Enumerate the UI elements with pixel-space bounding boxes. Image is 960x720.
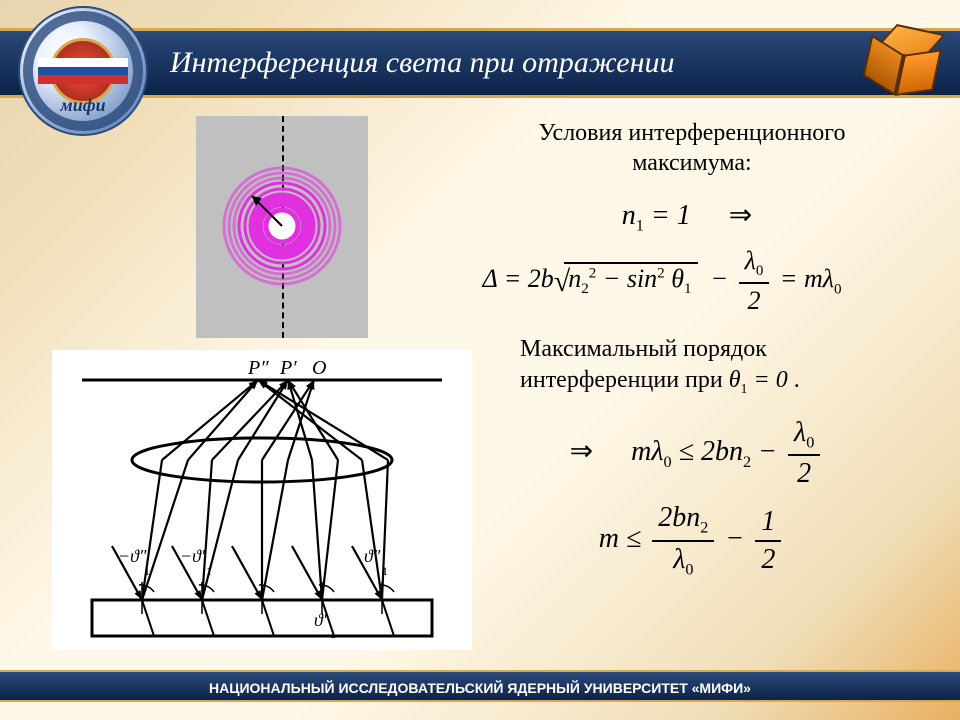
svg-text:ϑ″: ϑ″ xyxy=(364,546,381,566)
svg-text:P″: P″ xyxy=(247,357,269,379)
svg-text:1: 1 xyxy=(206,564,212,578)
cube-logo xyxy=(855,17,950,112)
footer-text: НАЦИОНАЛЬНЫЙ ИССЛЕДОВАТЕЛЬСКИЙ ЯДЕРНЫЙ У… xyxy=(209,680,751,696)
formula-delta: Δ = 2b√n22 − sin2 θ1 − λ02 = mλ0 xyxy=(400,246,924,316)
slide-title: Интерференция света при отражении xyxy=(170,46,674,80)
condition-heading: Условия интерференционного максимума: xyxy=(460,118,924,178)
svg-text:ϑ′: ϑ′ xyxy=(314,610,328,630)
svg-text:−ϑ″: −ϑ″ xyxy=(118,546,147,566)
ray-diagram-figure: P″P′O−ϑ″1−ϑ′1ϑ″1ϑ′1 xyxy=(52,350,472,650)
svg-text:1: 1 xyxy=(382,564,388,578)
svg-text:P′: P′ xyxy=(279,357,297,379)
svg-text:O: O xyxy=(312,357,326,379)
max-order-text: Максимальный порядок интерференции при θ… xyxy=(460,334,924,399)
footer-bar: НАЦИОНАЛЬНЫЙ ИССЛЕДОВАТЕЛЬСКИЙ ЯДЕРНЫЙ У… xyxy=(0,670,960,702)
newton-rings-figure xyxy=(196,116,368,338)
formula-n1: n1 = 1 ⇒ xyxy=(460,198,924,236)
university-emblem: мифи xyxy=(18,6,148,136)
svg-text:1: 1 xyxy=(330,627,336,641)
svg-text:−ϑ′: −ϑ′ xyxy=(180,546,206,566)
formula-m-le: m ≤ 2bn2λ0 − 12 xyxy=(460,502,924,579)
svg-text:1: 1 xyxy=(144,564,150,578)
emblem-script: мифи xyxy=(20,95,146,116)
formula-mlambda: ⇒ mλ0 ≤ 2bn2 − λ02 xyxy=(460,417,924,491)
